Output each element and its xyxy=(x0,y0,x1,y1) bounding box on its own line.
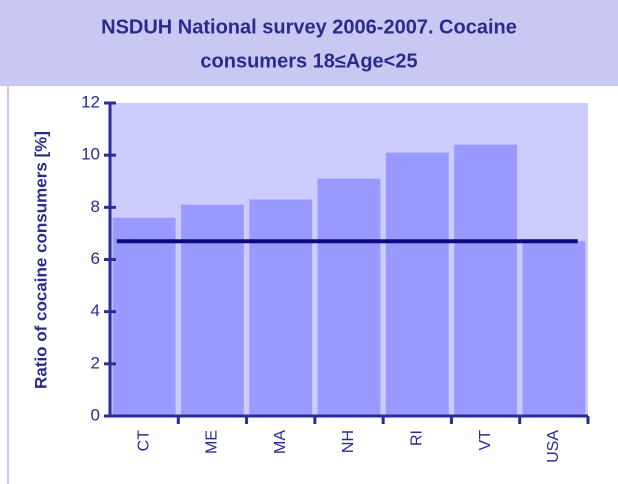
y-tick-label: 4 xyxy=(91,301,100,320)
bar xyxy=(317,178,381,416)
x-tick-label: MA xyxy=(272,430,289,454)
bar xyxy=(385,152,449,416)
y-tick-label: 6 xyxy=(91,249,100,268)
bar xyxy=(112,217,176,416)
bar xyxy=(249,199,313,416)
bar xyxy=(454,144,517,416)
x-tick-label: RI xyxy=(409,430,426,446)
bar xyxy=(522,241,586,416)
chart-subtitle: consumers 18≤Age<25 xyxy=(200,50,417,72)
y-tick-label: 8 xyxy=(91,197,100,216)
y-tick-label: 10 xyxy=(81,145,100,164)
y-tick-label: 12 xyxy=(81,92,100,111)
y-axis-label: Ratio of cocaine consumers [%] xyxy=(31,131,50,389)
x-tick-label: ME xyxy=(204,430,221,454)
x-tick-label: NH xyxy=(340,430,357,453)
bar xyxy=(181,204,244,416)
x-tick-label: VT xyxy=(477,430,494,451)
y-tick-label: 0 xyxy=(91,405,100,424)
title-band xyxy=(0,0,618,86)
x-tick-label: USA xyxy=(545,430,562,463)
chart-title: NSDUH National survey 2006-2007. Cocaine xyxy=(101,16,517,38)
x-tick-label: CT xyxy=(135,430,152,452)
y-tick-label: 2 xyxy=(91,353,100,372)
